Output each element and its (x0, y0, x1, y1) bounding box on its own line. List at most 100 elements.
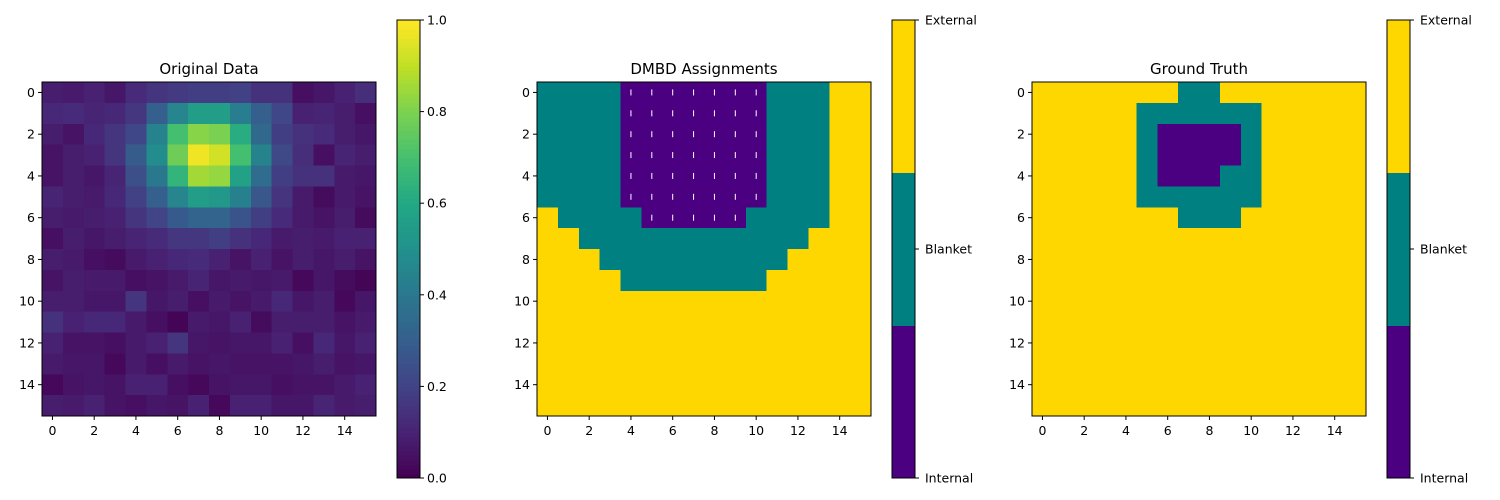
heatmap-cell (62, 102, 85, 125)
heatmap-cell (1157, 249, 1179, 271)
heatmap-cell (62, 144, 85, 167)
heatmap-cell (125, 144, 147, 167)
heatmap-cell (766, 207, 789, 229)
heatmap-cell (1303, 311, 1325, 334)
heatmap-cell (578, 102, 601, 125)
heatmap-cell (850, 207, 872, 229)
colorbar-tick-label: Internal (1420, 471, 1468, 486)
heatmap-cell (1199, 144, 1221, 167)
x-tick-label: 2 (90, 423, 98, 438)
heatmap-cell (1178, 353, 1200, 375)
heatmap-cell (125, 165, 147, 187)
colorbar-segment (397, 198, 420, 204)
heatmap-cell (209, 374, 231, 396)
heatmap-cell (599, 249, 622, 271)
colorbar-segment (397, 372, 420, 378)
heatmap-cell (167, 374, 189, 396)
heatmap-cell (1303, 353, 1325, 375)
heatmap-cell (229, 311, 252, 334)
heatmap-cell (83, 102, 106, 125)
y-tick-label: 8 (27, 252, 35, 267)
heatmap-cell (766, 290, 789, 313)
heatmap-cell (850, 82, 872, 104)
colorbar-segment (397, 285, 420, 291)
heatmap-cell (1345, 290, 1367, 313)
heatmap-cell (292, 186, 314, 208)
heatmap-cell (125, 311, 147, 334)
heatmap-cell (745, 290, 768, 313)
heatmap-cell (1303, 207, 1325, 229)
heatmap-cell (146, 374, 168, 396)
heatmap-cell (578, 269, 601, 292)
heatmap-cell (1219, 102, 1242, 125)
x-tick-label: 2 (1080, 423, 1088, 438)
heatmap-cell (1032, 374, 1054, 396)
y-tick-label: 12 (19, 335, 35, 350)
heatmap-cell (557, 165, 580, 187)
heatmap-cell (167, 395, 189, 417)
heatmap-cell (1032, 123, 1054, 146)
panel-2: DMBD Assignments 0 2 4 6 8 10 12 14 0 2 4 6 8 10 12 14 In… (514, 13, 977, 486)
colorbar-segment (397, 390, 420, 397)
heatmap-cell (334, 144, 356, 167)
colorbar-segment (397, 152, 420, 158)
heatmap-cell (537, 165, 559, 187)
heatmap-cell (641, 311, 663, 334)
heatmap-cell (1178, 269, 1200, 292)
heatmap-cell (1324, 332, 1346, 354)
heatmap-cell (662, 228, 684, 250)
heatmap-cell (599, 332, 622, 354)
heatmap-cell (578, 165, 601, 187)
heatmap-cell (1073, 269, 1096, 292)
heatmap-cell (1282, 395, 1304, 417)
colorbar-segment (397, 281, 420, 287)
heatmap-cell (229, 249, 252, 271)
chart-title: Original Data (159, 60, 258, 78)
heatmap-cell (1219, 332, 1242, 354)
heatmap-cell (250, 332, 273, 354)
heatmap-cell (537, 186, 559, 208)
heatmap-cell (229, 82, 252, 104)
heatmap-cell (292, 332, 314, 354)
y-tick-label: 12 (1009, 335, 1025, 350)
colorbar-segment (397, 418, 420, 424)
heatmap-cell (1073, 311, 1096, 334)
x-tick-label: 14 (832, 423, 848, 438)
colorbar-segment (397, 221, 420, 227)
colorbar-segment (397, 102, 420, 108)
heatmap-cell (787, 207, 809, 229)
colorbar-segment (397, 308, 420, 314)
heatmap-cell (1219, 290, 1242, 313)
heatmap-cell (787, 249, 809, 271)
heatmap-cell (250, 249, 273, 271)
heatmap-cell (1303, 332, 1325, 354)
heatmap-cell (334, 165, 356, 187)
heatmap-cell (42, 395, 64, 417)
heatmap-cell (557, 186, 580, 208)
colorbar-segment (397, 184, 420, 191)
heatmap-cell (808, 249, 830, 271)
heatmap-cell (620, 395, 642, 417)
heatmap-cell (313, 249, 335, 271)
heatmap-cell (104, 165, 127, 187)
heatmap-cell (1136, 82, 1158, 104)
heatmap-cell (355, 374, 377, 396)
heatmap-cell (1282, 82, 1304, 104)
colorbar-segment (397, 386, 420, 392)
heatmap-cell (1052, 332, 1075, 354)
heatmap-cell (766, 186, 789, 208)
heatmap-cell (1303, 165, 1325, 187)
heatmap-cell (1157, 395, 1179, 417)
heatmap-cell (167, 353, 189, 375)
heatmap-cell (292, 249, 314, 271)
heatmap-cell (1240, 395, 1263, 417)
heatmap-cell (683, 332, 705, 354)
heatmap-cell (271, 332, 294, 354)
colorbar-segment (397, 116, 420, 122)
plot-frame (1031, 81, 1367, 417)
heatmap-cell (1303, 102, 1325, 125)
heatmap-cell (724, 311, 747, 334)
heatmap-cell (125, 332, 147, 354)
heatmap-cell (808, 269, 830, 292)
heatmap-cell (271, 249, 294, 271)
